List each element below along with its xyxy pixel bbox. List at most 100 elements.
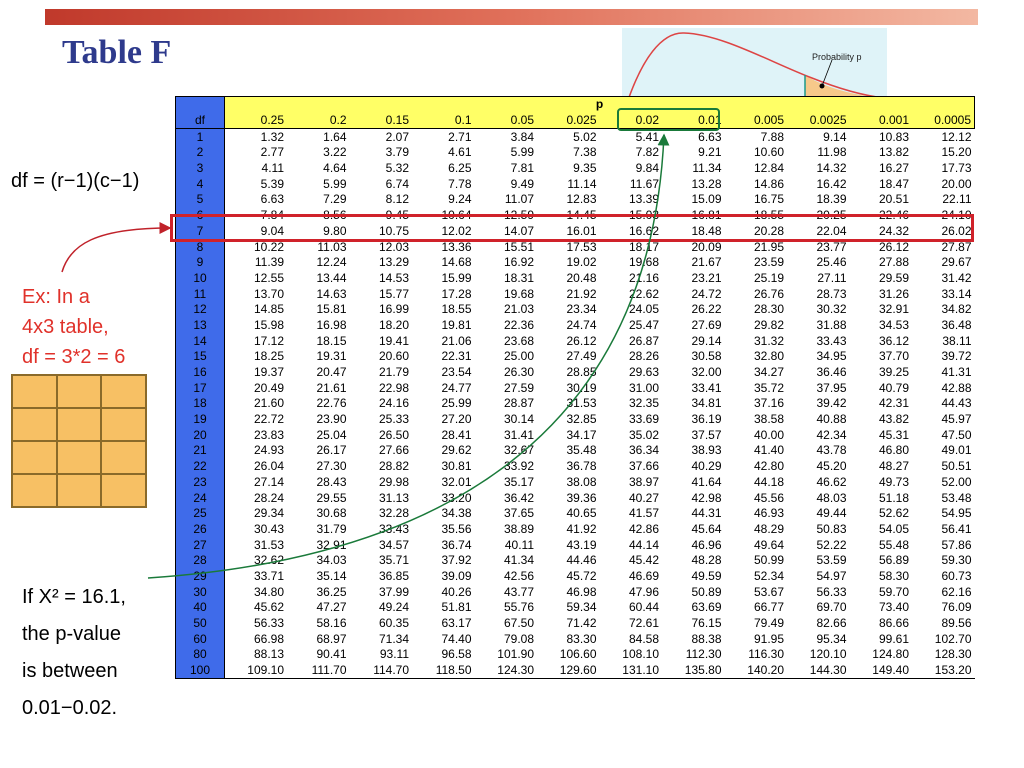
critical-value-cell: 15.77	[378, 286, 409, 301]
critical-value-cell: 24.72	[691, 286, 722, 301]
critical-value-cell: 5.32	[385, 161, 409, 176]
critical-value-cell: 12.12	[941, 129, 972, 144]
critical-value-cell: 42.86	[628, 521, 659, 536]
critical-value-cell: 21.60	[253, 396, 284, 411]
critical-value-cell: 40.26	[441, 584, 472, 599]
critical-value-cell: 27.30	[316, 459, 347, 474]
df-cell: 4	[175, 176, 225, 193]
critical-value-cell: 20.51	[878, 192, 909, 207]
critical-value-cell: 135.80	[662, 662, 725, 680]
critical-value-cell: 49.44	[816, 506, 847, 521]
critical-value-cell: 30.43	[253, 521, 284, 536]
critical-value-cell: 29.62	[441, 443, 472, 458]
example-line: Ex: In a	[22, 286, 90, 308]
critical-value-cell: 33.14	[941, 286, 972, 301]
table-row: 25 29.34 30.68 32.28 34.38 37.65 40.65 41.57 44.…	[175, 505, 975, 522]
critical-value-cell: 22.04	[816, 223, 847, 238]
critical-value-cell: 25.47	[628, 317, 659, 332]
critical-value-cell: 45.42	[628, 553, 659, 568]
critical-value-cell: 32.85	[566, 412, 597, 427]
critical-value-cell: 111.70	[287, 662, 350, 680]
critical-value-cell: 53.48	[941, 490, 972, 505]
critical-value-cell: 14.85	[253, 302, 284, 317]
critical-value-cell: 33.20	[441, 490, 472, 505]
critical-value-cell: 27.20	[441, 412, 472, 427]
critical-value-cell: 33.71	[253, 568, 284, 583]
df-cell: 15	[175, 349, 225, 365]
critical-value-cell: 79.08	[503, 631, 534, 646]
critical-value-cell: 49.24	[378, 600, 409, 615]
critical-value-cell: 6.63	[260, 192, 284, 207]
critical-value-cell: 7.82	[635, 145, 659, 160]
critical-value-cell: 108.10	[622, 647, 659, 662]
critical-value-cell: 28.43	[316, 474, 347, 489]
critical-value-cell: 45.72	[566, 568, 597, 583]
critical-value-cell: 69.70	[816, 600, 847, 615]
critical-value-cell: 28.24	[253, 490, 284, 505]
critical-value-cell: 39.42	[816, 396, 847, 411]
critical-value-cell: 33.43	[816, 333, 847, 348]
df-cell: 17	[175, 380, 225, 397]
critical-value-cell: 37.92	[441, 553, 472, 568]
df-cell: 1	[175, 128, 225, 146]
critical-value-cell: 26.12	[566, 333, 597, 348]
critical-value-cell: 118.50	[412, 662, 475, 680]
critical-value-cell: 24.74	[566, 317, 597, 332]
critical-value-cell: 53.59	[816, 553, 847, 568]
critical-value-cell: 39.36	[566, 490, 597, 505]
critical-value-cell: 56.89	[878, 553, 909, 568]
p-value-header: 0.025	[537, 112, 600, 130]
df-cell: 29	[175, 568, 225, 585]
critical-value-cell: 15.09	[691, 192, 722, 207]
critical-value-cell: 42.98	[691, 490, 722, 505]
highlight-p-columns	[617, 108, 720, 131]
critical-value-cell: 22.72	[253, 412, 284, 427]
critical-value-cell: 31.41	[503, 427, 534, 442]
critical-value-cell: 30.19	[566, 380, 597, 395]
critical-value-cell: 17.28	[441, 286, 472, 301]
critical-value-cell: 21.79	[378, 365, 409, 380]
critical-value-cell: 13.70	[253, 286, 284, 301]
critical-value-cell: 13.82	[878, 145, 909, 160]
critical-value-cell: 50.83	[816, 521, 847, 536]
p-value-header: 0.001	[849, 112, 912, 130]
critical-value-cell: 44.14	[628, 537, 659, 552]
critical-value-cell: 50.51	[941, 459, 972, 474]
critical-value-cell: 31.53	[566, 396, 597, 411]
critical-value-cell: 63.69	[691, 600, 722, 615]
critical-value-cell: 47.96	[628, 584, 659, 599]
critical-value-cell: 17.73	[941, 161, 972, 176]
critical-value-cell: 15.98	[253, 317, 284, 332]
critical-value-cell: 20.48	[566, 270, 597, 285]
critical-value-cell: 20.00	[941, 176, 972, 191]
critical-value-cell: 37.66	[628, 459, 659, 474]
critical-value-cell: 46.80	[878, 443, 909, 458]
critical-value-cell: 38.93	[691, 443, 722, 458]
critical-value-cell: 131.10	[599, 662, 662, 680]
conclusion-line: the p-value	[22, 623, 121, 645]
critical-value-cell: 28.30	[753, 302, 784, 317]
p-value-header: 0.25	[224, 112, 287, 130]
critical-value-cell: 34.81	[691, 396, 722, 411]
critical-value-cell: 26.50	[378, 427, 409, 442]
critical-value-cell: 14.86	[753, 176, 784, 191]
df-header-spacer	[175, 95, 225, 113]
critical-value-cell: 9.35	[573, 161, 597, 176]
critical-value-cell: 32.35	[628, 396, 659, 411]
critical-value-cell: 24.16	[378, 396, 409, 411]
critical-value-cell: 14.63	[316, 286, 347, 301]
critical-value-cell: 11.98	[817, 145, 847, 160]
critical-value-cell: 29.98	[378, 474, 409, 489]
p-value-header: 0.01	[662, 112, 725, 130]
critical-value-cell: 41.34	[503, 553, 534, 568]
critical-value-cell: 27.11	[817, 270, 847, 285]
critical-value-cell: 19.37	[253, 365, 284, 380]
critical-value-cell: 47.50	[941, 427, 972, 442]
critical-value-cell: 11.67	[629, 176, 659, 191]
table-row: 30 34.80 36.25 37.99 40.26 43.77 46.98 47.96 50.…	[175, 584, 975, 600]
critical-value-cell: 149.40	[849, 662, 912, 680]
critical-value-cell: 45.97	[941, 412, 972, 427]
critical-value-cell: 46.93	[753, 506, 784, 521]
critical-value-cell: 35.02	[628, 427, 659, 442]
critical-value-cell: 41.40	[753, 443, 784, 458]
